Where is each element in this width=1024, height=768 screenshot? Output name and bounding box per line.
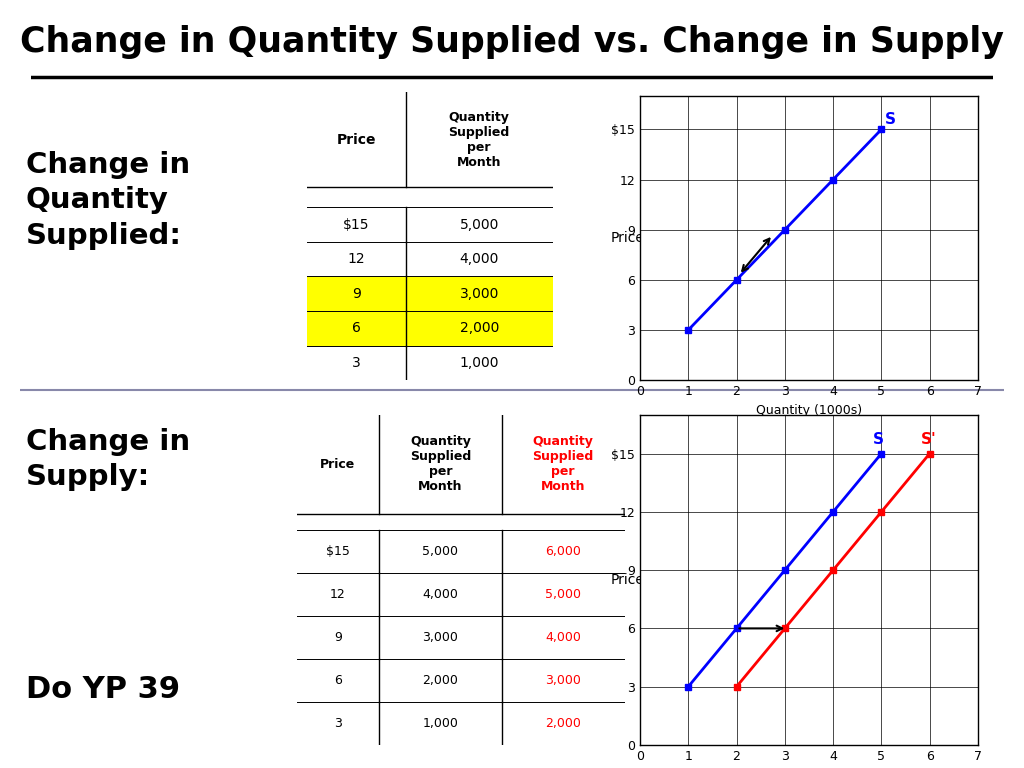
Text: 5,000: 5,000 <box>545 588 582 601</box>
Text: Quantity
Supplied
per
Month: Quantity Supplied per Month <box>410 435 471 493</box>
Text: 4,000: 4,000 <box>460 252 499 266</box>
Text: 9: 9 <box>334 631 342 644</box>
Bar <box>307 207 553 242</box>
Bar <box>297 702 625 745</box>
Bar <box>297 415 625 514</box>
Bar <box>297 616 625 659</box>
Text: 4,000: 4,000 <box>545 631 582 644</box>
Text: $15: $15 <box>326 545 350 558</box>
Text: Price: Price <box>337 133 376 147</box>
Text: 6: 6 <box>352 321 360 336</box>
Text: 3,000: 3,000 <box>545 674 582 687</box>
Bar <box>307 187 553 207</box>
Text: 1,000: 1,000 <box>422 717 459 730</box>
Text: 2,000: 2,000 <box>422 674 459 687</box>
Text: 3: 3 <box>334 717 342 730</box>
Text: Price: Price <box>610 231 645 245</box>
Text: Quantity
Supplied
per
Month: Quantity Supplied per Month <box>532 435 594 493</box>
X-axis label: Quantity (1000s): Quantity (1000s) <box>756 403 862 416</box>
Text: Quantity
Supplied
per
Month: Quantity Supplied per Month <box>449 111 510 169</box>
Text: 3: 3 <box>352 356 360 370</box>
Text: Do YP 39: Do YP 39 <box>26 675 180 704</box>
Text: 4,000: 4,000 <box>422 588 459 601</box>
Text: 12: 12 <box>347 252 366 266</box>
Text: 9: 9 <box>352 286 360 301</box>
Bar <box>307 276 553 311</box>
Bar <box>297 573 625 616</box>
Text: 1,000: 1,000 <box>460 356 499 370</box>
Text: $15: $15 <box>343 217 370 232</box>
Text: 6,000: 6,000 <box>545 545 582 558</box>
Text: 12: 12 <box>330 588 346 601</box>
Text: 5,000: 5,000 <box>422 545 459 558</box>
Text: Change in Quantity Supplied vs. Change in Supply: Change in Quantity Supplied vs. Change i… <box>20 25 1004 59</box>
Text: S': S' <box>921 432 937 447</box>
Bar <box>307 242 553 276</box>
Text: Change in
Supply:: Change in Supply: <box>26 428 189 492</box>
Text: Price: Price <box>610 573 645 587</box>
Bar <box>297 531 625 573</box>
Bar <box>297 514 625 531</box>
Text: Price: Price <box>321 458 355 471</box>
Bar <box>307 92 553 187</box>
Text: S: S <box>872 432 884 447</box>
Bar <box>307 346 553 380</box>
Text: 3,000: 3,000 <box>422 631 459 644</box>
Text: 3,000: 3,000 <box>460 286 499 301</box>
Text: S: S <box>885 112 896 127</box>
Text: 2,000: 2,000 <box>545 717 582 730</box>
Text: Change in
Quantity
Supplied:: Change in Quantity Supplied: <box>26 151 189 250</box>
Bar <box>297 659 625 702</box>
Bar <box>307 311 553 346</box>
Text: 5,000: 5,000 <box>460 217 499 232</box>
Text: 2,000: 2,000 <box>460 321 499 336</box>
Text: 6: 6 <box>334 674 342 687</box>
